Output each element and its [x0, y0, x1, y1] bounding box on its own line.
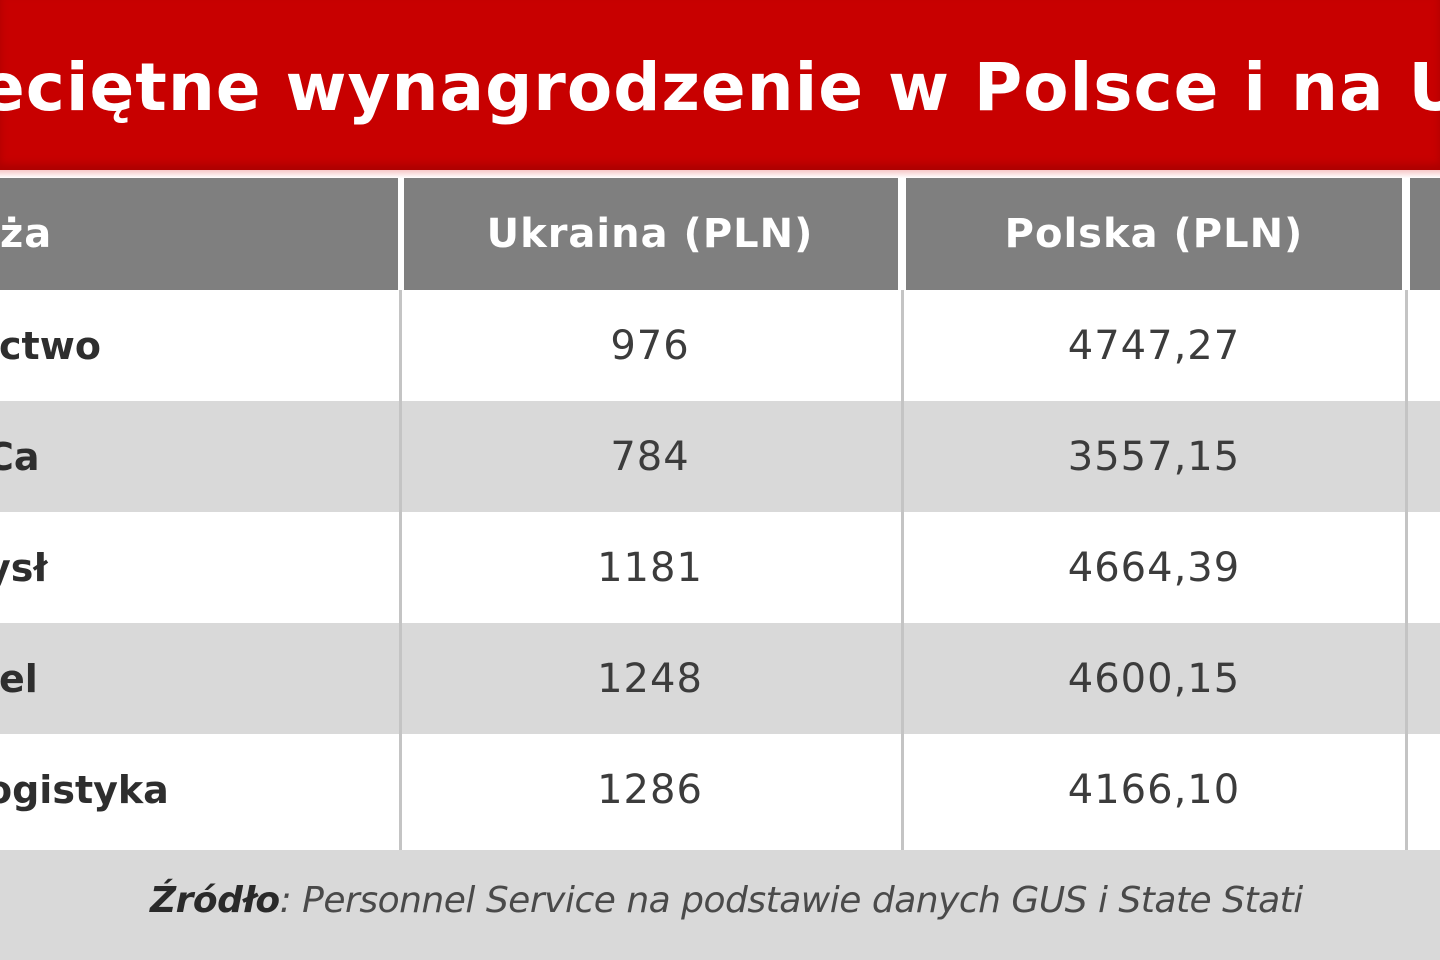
column-divider: [1405, 290, 1408, 850]
sector-cell: ysł: [0, 545, 48, 590]
table-header-row: ża Ukraina (PLN) Polska (PLN): [0, 178, 1440, 290]
ukraina-cell: 784: [610, 433, 690, 480]
ukraina-cell: 976: [610, 322, 690, 369]
ukraina-cell: 1181: [597, 544, 703, 591]
title-band: eciętne wynagrodzenie w Polsce i na Ukra…: [0, 0, 1440, 170]
column-divider: [901, 290, 904, 850]
header-divider: [398, 178, 404, 290]
sector-cell: Ca: [0, 434, 40, 479]
sector-cell: ogistyka: [0, 767, 169, 812]
table-row: Ca 784 3557,15: [0, 401, 1440, 512]
source-footer: Źródło: Personnel Service na podstawie d…: [0, 850, 1440, 960]
polska-cell: 4747,27: [1067, 322, 1241, 369]
polska-cell: 4664,39: [1067, 544, 1241, 591]
header-sector: ża: [0, 178, 398, 290]
header-ukraina: Ukraina (PLN): [402, 178, 898, 290]
ukraina-cell: 1248: [597, 655, 703, 702]
header-divider: [1403, 178, 1409, 290]
ukraina-cell: 1286: [597, 766, 703, 813]
table-row: ogistyka 1286 4166,10: [0, 734, 1440, 845]
header-extra: [1410, 178, 1440, 290]
source-label: Źródło: [150, 880, 280, 921]
sector-cell: lel: [0, 656, 38, 701]
title-separator: [0, 170, 1440, 178]
polska-cell: 4600,15: [1067, 655, 1241, 702]
sector-cell: ictwo: [0, 323, 101, 368]
polska-cell: 3557,15: [1067, 433, 1241, 480]
column-divider: [399, 290, 402, 850]
table-row: ysł 1181 4664,39: [0, 512, 1440, 623]
table-row: lel 1248 4600,15: [0, 623, 1440, 734]
header-divider: [900, 178, 906, 290]
polska-cell: 4166,10: [1067, 766, 1241, 813]
source-text: : Personnel Service na podstawie danych …: [279, 880, 1304, 921]
table-title: eciętne wynagrodzenie w Polsce i na Ukra…: [0, 49, 1440, 126]
source-note: Źródło: Personnel Service na podstawie d…: [150, 880, 1303, 921]
table-row: ictwo 976 4747,27: [0, 290, 1440, 401]
header-polska: Polska (PLN): [906, 178, 1402, 290]
